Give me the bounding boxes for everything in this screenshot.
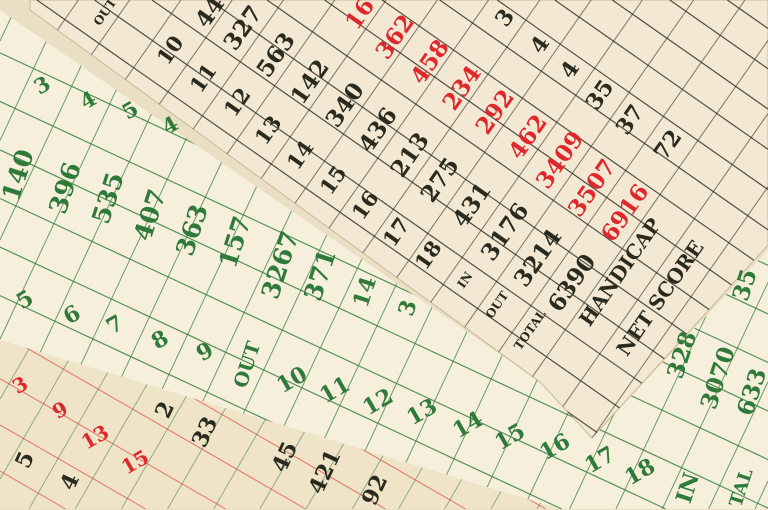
score-number: 14: [350, 274, 380, 310]
score-number: 328: [664, 329, 701, 382]
hole-number: 11: [316, 373, 354, 407]
score-number: 633: [734, 366, 768, 419]
score-number: 421: [305, 447, 344, 498]
score-number: 3070: [697, 344, 739, 412]
score-number: 140: [0, 146, 38, 203]
hole-number: 17: [379, 214, 413, 250]
score-number: 72: [650, 126, 686, 164]
score-number: 45: [269, 438, 302, 475]
hole-number: 18: [411, 237, 445, 273]
hole-number: 17: [581, 443, 619, 477]
score-number: 535: [88, 169, 128, 226]
hole-number: 15: [316, 162, 350, 198]
score-number: 35: [582, 76, 618, 114]
hole-number: OUT: [484, 289, 511, 320]
score-number: 431: [449, 179, 495, 232]
hole-number: TOTAL: [512, 308, 548, 352]
score-number: 213: [387, 129, 433, 182]
hole-number: 16: [536, 430, 574, 464]
hole-number: 13: [403, 395, 441, 429]
hole-number: 6: [60, 302, 84, 329]
hole-number: OUT: [92, 0, 119, 28]
hole-number: 16: [348, 187, 382, 223]
hole-number: 10: [273, 363, 311, 397]
hole-number: 7: [103, 312, 127, 339]
score-number: 275: [417, 154, 463, 207]
hole-number: IN: [673, 470, 703, 506]
score-number: 15: [118, 446, 152, 477]
score-number: 458: [407, 36, 453, 89]
score-number: 4: [527, 32, 554, 57]
hole-number: 9: [193, 339, 217, 366]
hole-number: 12: [359, 385, 397, 419]
score-number: 35: [729, 266, 761, 304]
score-number: 92: [359, 471, 392, 508]
hole-number: 12: [220, 84, 254, 120]
hole-number: IN: [455, 270, 474, 290]
hole-number: 14: [449, 408, 487, 442]
score-number: 2: [152, 398, 178, 421]
score-number: 4: [57, 470, 83, 493]
hole-number: 18: [621, 455, 659, 489]
score-number: 3: [9, 373, 31, 397]
score-number: 4: [158, 112, 181, 137]
score-number: 462: [505, 111, 551, 164]
score-number: 33: [189, 413, 222, 450]
score-number: 371: [300, 246, 340, 303]
score-number: 407: [130, 186, 170, 243]
score-number: 4: [76, 87, 99, 112]
score-number: 5: [118, 97, 141, 122]
score-number: 363: [172, 201, 212, 258]
score-number: 3267: [257, 228, 302, 302]
score-number: TAL: [727, 467, 756, 510]
score-number: 563: [253, 29, 299, 82]
score-number: 292: [472, 86, 518, 139]
score-number: 142: [287, 56, 333, 109]
score-number: 234: [439, 62, 485, 115]
score-number: 3: [395, 297, 421, 318]
hole-number: 13: [251, 112, 285, 148]
hole-number: 14: [283, 137, 317, 173]
score-number: 5: [12, 448, 38, 471]
hole-number: 15: [491, 420, 529, 454]
score-number: 340: [322, 79, 368, 132]
hole-number: 10: [153, 32, 187, 68]
score-number: 44: [191, 0, 228, 32]
score-number: 436: [355, 104, 401, 157]
score-number: 13: [78, 421, 112, 452]
score-number: 4: [557, 57, 584, 82]
hole-number: 5: [13, 287, 37, 314]
score-number: 3: [492, 5, 519, 30]
score-number: 9: [49, 398, 71, 422]
score-number: 16: [341, 0, 378, 34]
score-number: 396: [45, 159, 85, 216]
score-number: 37: [612, 101, 648, 139]
hole-number: 11: [186, 60, 220, 96]
hole-number: OUT: [232, 340, 265, 391]
score-number: 3: [30, 72, 53, 97]
hole-number: 8: [148, 327, 172, 354]
score-number: 157: [215, 213, 255, 270]
score-number: 362: [372, 11, 418, 64]
